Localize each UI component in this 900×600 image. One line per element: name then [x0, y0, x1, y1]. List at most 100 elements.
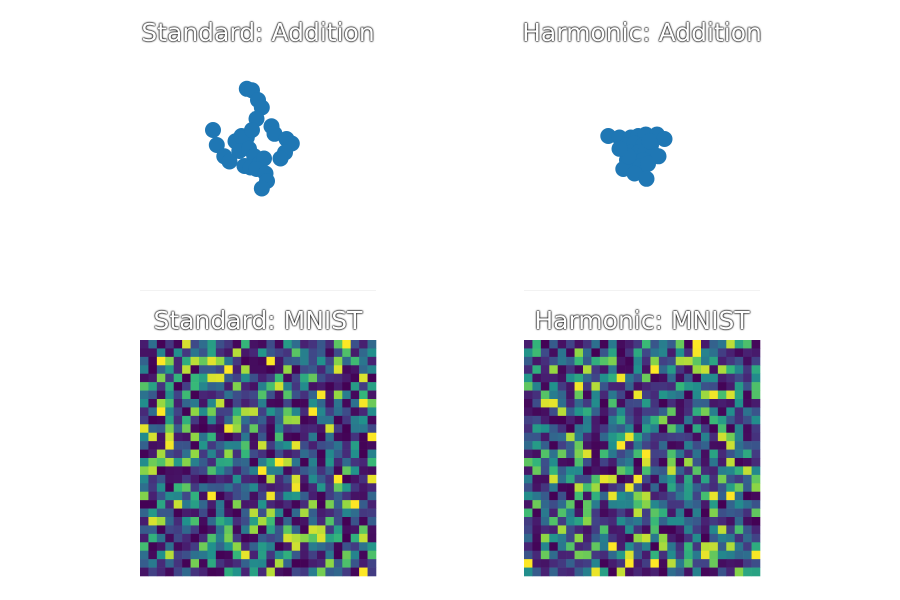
heatmap-cell — [173, 415, 183, 425]
heatmap-cell — [642, 474, 651, 484]
heatmap-cell — [156, 559, 166, 568]
heatmap-cell — [751, 517, 761, 526]
heatmap-cell — [658, 533, 668, 543]
heatmap-cell — [701, 559, 710, 568]
heatmap-cell — [650, 424, 660, 434]
heatmap-cell — [709, 432, 719, 442]
heatmap-cell — [717, 483, 727, 493]
scatter-point — [205, 122, 221, 138]
heatmap-cell — [625, 550, 634, 560]
heatmap-cell — [633, 466, 643, 476]
heatmap-cell — [367, 424, 377, 434]
heatmap-cell — [557, 441, 567, 450]
heatmap-cell — [291, 415, 301, 425]
heatmap-cell — [156, 340, 166, 349]
heatmap-cell — [717, 407, 727, 417]
heatmap-cell — [532, 559, 542, 568]
heatmap-cell — [726, 415, 736, 425]
heatmap-cell — [258, 559, 267, 568]
heatmap-cell — [308, 525, 318, 535]
heatmap-cell — [532, 533, 542, 543]
heatmap-cell — [140, 390, 149, 400]
heatmap-cell — [532, 466, 542, 476]
heatmap-cell — [625, 348, 634, 358]
heatmap-cell — [717, 373, 727, 383]
heatmap-cell — [274, 550, 284, 560]
heatmap-cell — [743, 508, 752, 518]
heatmap-cell — [283, 415, 293, 425]
heatmap-cell — [549, 559, 559, 568]
heatmap-cell — [642, 466, 651, 476]
heatmap-cell — [557, 542, 567, 552]
heatmap-cell — [140, 399, 149, 408]
heatmap-cell — [599, 348, 609, 358]
heatmap-cell — [266, 365, 276, 375]
heatmap-cell — [726, 567, 736, 577]
heatmap-cell — [350, 533, 360, 543]
heatmap-cell — [249, 441, 259, 450]
heatmap-cell — [599, 458, 609, 467]
heatmap-cell — [608, 415, 618, 425]
heatmap-cell — [241, 348, 250, 358]
heatmap-cell — [574, 567, 584, 577]
heatmap-cell — [616, 458, 626, 467]
heatmap-cell — [241, 415, 250, 425]
heatmap-cell — [308, 567, 318, 577]
heatmap-cell — [743, 483, 752, 493]
heatmap-cell — [650, 550, 660, 560]
heatmap-cell — [642, 441, 651, 450]
heatmap-cell — [182, 550, 191, 560]
heatmap-cell — [591, 525, 601, 535]
heatmap-cell — [148, 542, 158, 552]
heatmap-cell — [224, 356, 234, 366]
heatmap-cell — [726, 517, 736, 526]
heatmap-cell — [249, 517, 259, 526]
heatmap-cell — [583, 474, 592, 484]
heatmap-cell — [258, 356, 267, 366]
heatmap-cell — [574, 458, 584, 467]
heatmap-cell — [701, 533, 710, 543]
heatmap-cell — [325, 382, 335, 391]
heatmap-cell — [591, 382, 601, 391]
heatmap-cell — [249, 340, 259, 349]
heatmap-cell — [308, 340, 318, 349]
heatmap-cell — [574, 533, 584, 543]
heatmap-cell — [667, 449, 677, 459]
heatmap-cell — [734, 542, 744, 552]
heatmap-cell — [540, 373, 550, 383]
heatmap-cell — [317, 441, 326, 450]
heatmap-cell — [667, 458, 677, 467]
heatmap-cell — [350, 365, 360, 375]
heatmap-cell — [734, 415, 744, 425]
heatmap-cell — [359, 373, 368, 383]
heatmap-cell — [608, 356, 618, 366]
heatmap-cell — [743, 550, 752, 560]
heatmap-cell — [633, 373, 643, 383]
heatmap-cell — [583, 390, 592, 400]
panel-title: Harmonic: MNIST — [534, 306, 750, 335]
heatmap-cell — [557, 500, 567, 509]
heatmap-cell — [566, 407, 575, 417]
heatmap-cell — [743, 382, 752, 391]
heatmap-cell — [308, 365, 318, 375]
heatmap-cell — [574, 559, 584, 568]
heatmap-cell — [156, 550, 166, 560]
heatmap-cell — [148, 474, 158, 484]
scatter-point — [253, 180, 270, 197]
heatmap-cell — [190, 415, 200, 425]
heatmap-cell — [751, 340, 761, 349]
heatmap-cell — [308, 466, 318, 476]
heatmap-cell — [549, 500, 559, 509]
heatmap-cell — [224, 340, 234, 349]
heatmap-cell — [650, 356, 660, 366]
heatmap-cell — [566, 474, 575, 484]
heatmap-cell — [616, 466, 626, 476]
heatmap-cell — [274, 525, 284, 535]
heatmap-cell — [566, 550, 575, 560]
heatmap-cell — [532, 542, 542, 552]
heatmap-cell — [291, 458, 301, 467]
heatmap-cell — [291, 407, 301, 417]
heatmap-cell — [300, 356, 309, 366]
heatmap-cell — [599, 533, 609, 543]
heatmap-cell — [182, 424, 191, 434]
